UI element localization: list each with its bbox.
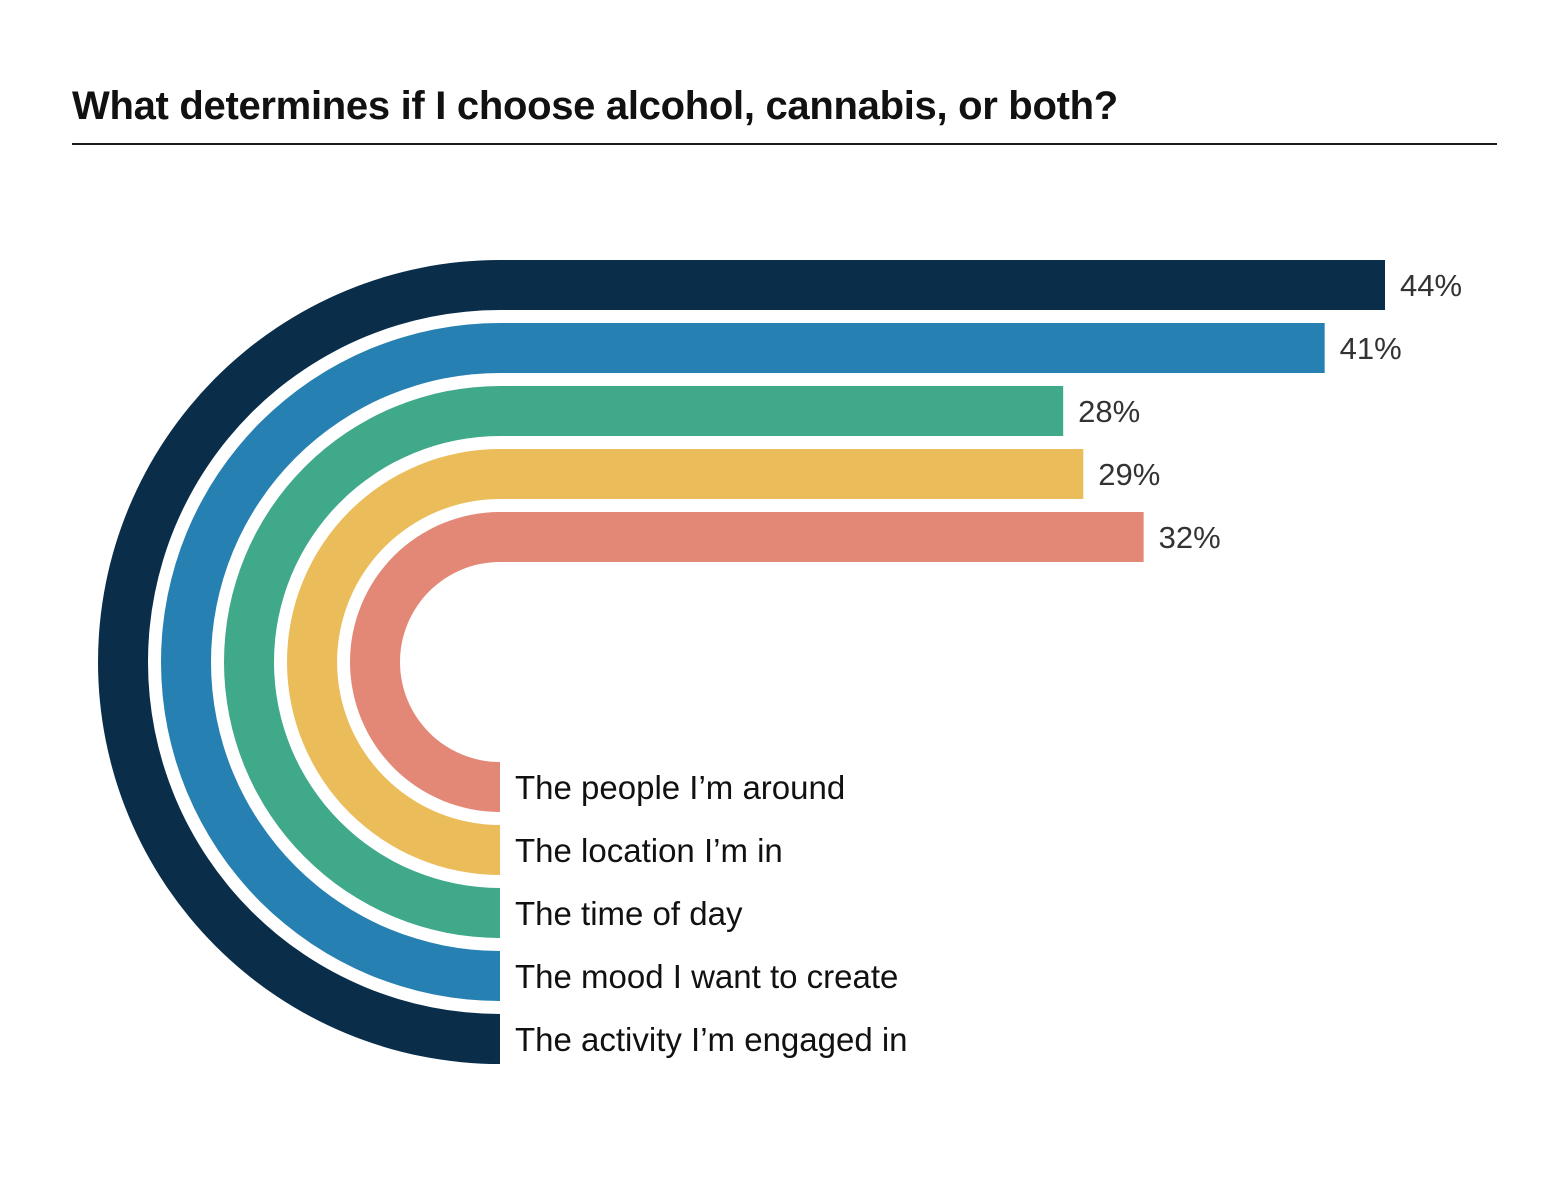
category-label-the-activity-i-m-engaged-in: The activity I’m engaged in — [515, 1021, 908, 1058]
value-label-the-activity-i-m-engaged-in: 44% — [1400, 268, 1462, 303]
category-label-the-people-i-m-around: The people I’m around — [515, 769, 845, 806]
value-label-the-time-of-day: 28% — [1078, 394, 1140, 429]
title-divider — [72, 143, 1497, 145]
value-label-the-people-i-m-around: 32% — [1159, 520, 1221, 555]
category-label-the-location-i-m-in: The location I’m in — [515, 832, 783, 869]
bar-the-location-i-m-in — [287, 449, 1084, 875]
chart-title: What determines if I choose alcohol, can… — [72, 84, 1118, 128]
bars-group — [98, 260, 1385, 1064]
category-label-the-time-of-day: The time of day — [515, 895, 743, 932]
category-label-the-mood-i-want-to-create: The mood I want to create — [515, 958, 898, 995]
category-labels-group: The activity I’m engaged in The mood I wa… — [515, 769, 908, 1058]
bar-the-people-i-m-around — [350, 512, 1144, 812]
value-label-the-mood-i-want-to-create: 41% — [1340, 331, 1402, 366]
value-labels-group: 44% 41% 28% 29% 32% — [1078, 268, 1462, 555]
value-label-the-location-i-m-in: 29% — [1098, 457, 1160, 492]
